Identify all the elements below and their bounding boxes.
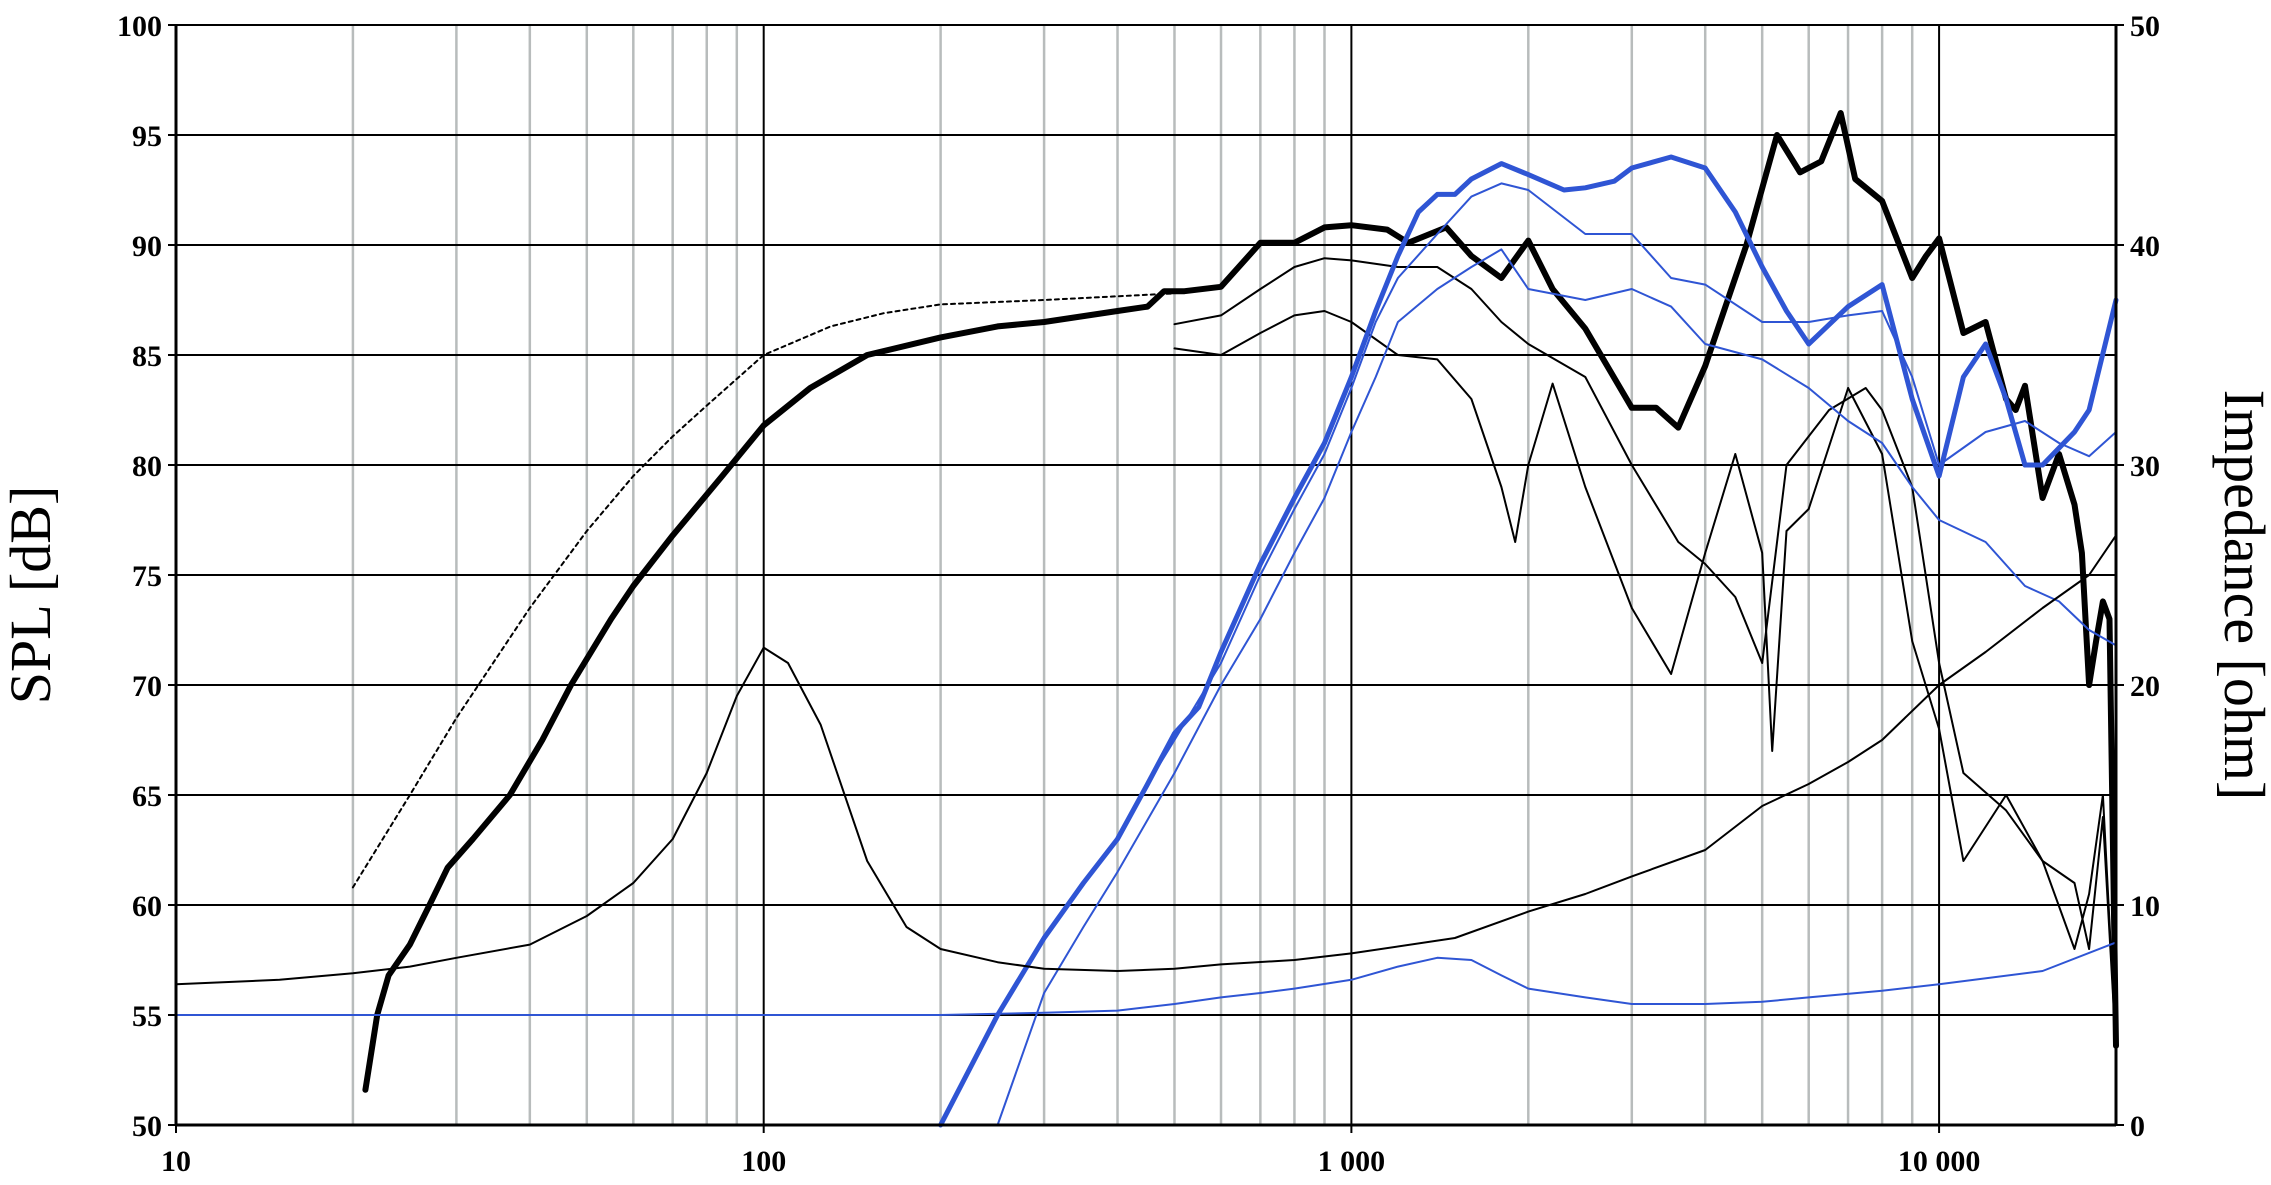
series-layer — [175, 110, 2119, 1128]
y-tick-label: 90 — [132, 230, 162, 263]
series-line-5 — [938, 154, 2119, 1128]
y2-tick-label: 0 — [2130, 1110, 2145, 1143]
y-tick-label: 55 — [132, 1000, 162, 1033]
x-tick-label: 100 — [741, 1145, 786, 1178]
series-line-3 — [1173, 257, 2117, 1049]
y-tick-label: 80 — [132, 450, 162, 483]
y2-tick-label: 40 — [2130, 230, 2160, 263]
x-tick-label: 10 000 — [1898, 1145, 1981, 1178]
x-tick-label: 10 — [161, 1145, 191, 1178]
y-tick-label: 85 — [132, 340, 162, 373]
series-line-1 — [351, 292, 1176, 889]
series-line-4 — [1173, 310, 2117, 1049]
series-line-9 — [175, 941, 2117, 1016]
y-tick-label: 100 — [117, 10, 162, 43]
y2-tick-label: 30 — [2130, 450, 2160, 483]
major-gridlines — [175, 24, 2116, 1126]
y2-tick-label: 10 — [2130, 890, 2160, 923]
y-tick-label: 65 — [132, 780, 162, 813]
x-tick-label: 1 000 — [1318, 1145, 1386, 1178]
y2-tick-label: 20 — [2130, 670, 2160, 703]
y-tick-label: 50 — [132, 1110, 162, 1143]
y2-tick-label: 50 — [2130, 10, 2160, 43]
plot-frame — [168, 24, 2124, 1133]
series-line-6 — [939, 182, 2117, 1126]
y-tick-label: 70 — [132, 670, 162, 703]
y-tick-label: 95 — [132, 120, 162, 153]
series-line-7 — [996, 248, 2117, 1126]
y-tick-label: 75 — [132, 560, 162, 593]
y2-axis-title: Impedance [ohm] — [2212, 390, 2271, 801]
y-tick-label: 60 — [132, 890, 162, 923]
series-line-8 — [175, 534, 2117, 986]
series-line-2 — [362, 110, 2119, 1093]
y-axis-title: SPL [dB] — [0, 486, 63, 705]
